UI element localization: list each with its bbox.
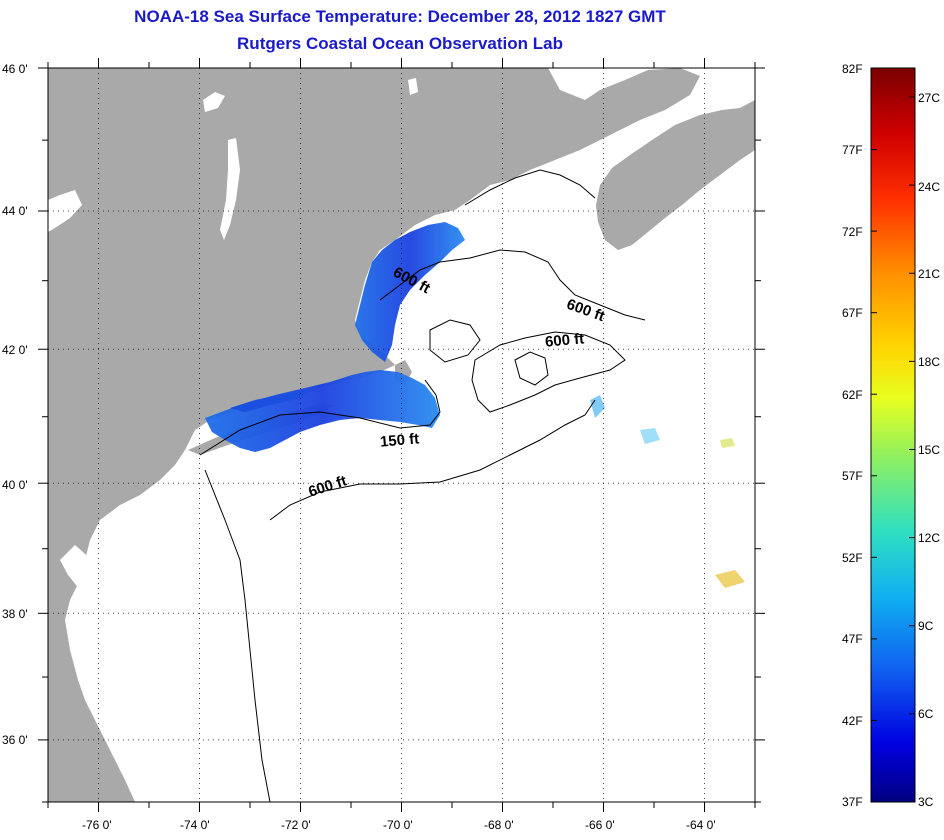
colorbar [870,67,916,803]
delaware-bay [140,505,168,545]
lon-tick-label: -70 0' [383,818,413,832]
colorbar-label-f: 47F [842,632,863,646]
lake-champlain [220,138,240,240]
landmass-north-america [48,68,700,802]
isobath-600ft-nova-scotia [464,169,596,206]
sst-warm-patch [715,570,745,588]
colorbar-label-f: 67F [842,306,863,320]
lon-tick-label: -72 0' [281,818,311,832]
colorbar-label-f: 62F [842,388,863,402]
lat-tick-label: 42 0' [2,343,28,357]
lon-tick-label: -76 0' [82,818,112,832]
isobath-600ft-georges [471,331,626,413]
colorbar-label-c: 3C [918,795,934,809]
colorbar-ticks [871,67,915,803]
isobath-600ft-inner [514,351,549,386]
isobath-600ft-gulf-of-maine [379,249,646,321]
landmass-nova-scotia [596,100,755,250]
map-subtitle: Rutgers Coastal Ocean Observation Lab [237,34,563,53]
isobath-600ft-inner [429,319,481,363]
colorbar-label-c: 12C [918,531,941,545]
colorbar-label-f: 77F [842,143,863,157]
lat-tick-label: 36 0' [2,733,28,747]
sst-patch [640,428,660,444]
colorbar-label-c: 6C [918,707,934,721]
contour-label: 150 ft [379,430,420,451]
lon-tick-label: -74 0' [180,818,210,832]
colorbar-label-c: 15C [918,443,941,457]
map-title: NOAA-18 Sea Surface Temperature: Decembe… [134,7,666,26]
colorbar-label-c: 27C [918,91,941,105]
lon-tick-label: -68 0' [484,818,514,832]
sst-long-island-sound [230,390,312,412]
lat-tick-label: 46 0' [2,62,28,76]
colorbar-label-f: 82F [842,62,863,76]
colorbar-label-f: 42F [842,714,863,728]
sst-gulf-of-maine-coast [355,222,465,362]
colorbar-label-c: 18C [918,355,941,369]
colorbar-label-f: 37F [842,795,863,809]
chesapeake-bay [60,545,128,725]
colorbar-label-f: 52F [842,551,863,565]
colorbar-label-c: 24C [918,180,941,194]
lon-tick-label: -64 0' [686,818,716,832]
sst-patch [590,395,605,418]
sst-coastal-water [205,370,440,452]
lake-ontario [48,190,82,232]
lat-tick-label: 38 0' [2,607,28,621]
colorbar-label-c: 21C [918,267,941,281]
axis-ticks [38,58,765,812]
colorbar-label-f: 57F [842,469,863,483]
small-lake [408,78,418,95]
lat-tick-label: 44 0' [2,204,28,218]
lat-tick-label: 40 0' [2,478,28,492]
contour-label: 600 ft [544,330,585,351]
isobath-150ft [199,379,441,456]
isobath-600ft-shelf-break [269,399,596,521]
lon-tick-label: -66 0' [585,818,615,832]
sst-warm-patch [720,438,735,448]
isobath-600ft-shelf [204,469,271,802]
colorbar-label-c: 9C [918,619,934,633]
colorbar-label-f: 72F [842,225,863,239]
small-lake [203,92,225,112]
